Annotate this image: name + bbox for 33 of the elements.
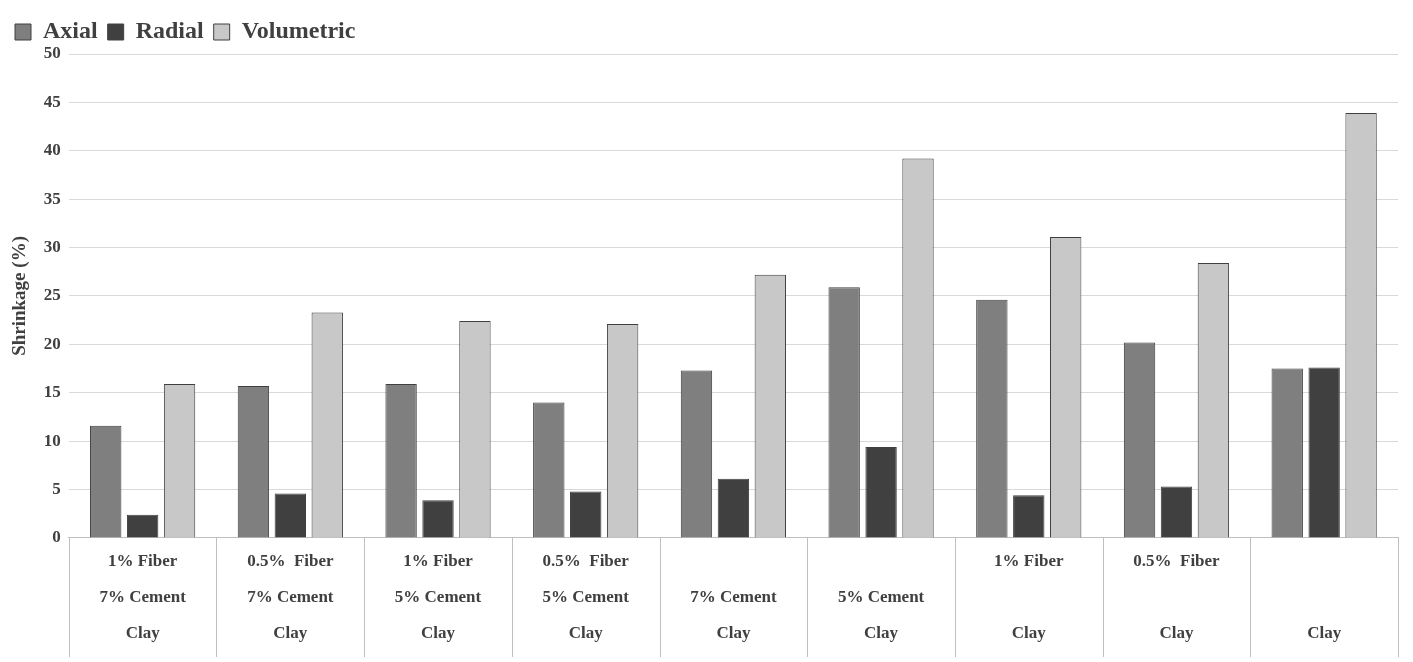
y-tick-label: 15: [43, 382, 61, 402]
x-tick-label: 0.5% Fiber 5% Cement Clay: [542, 551, 630, 642]
legend-label: Volumetric: [241, 17, 356, 44]
bar: [1308, 367, 1340, 538]
y-tick-label: 50: [43, 43, 61, 63]
y-tick-label: 10: [43, 430, 61, 450]
x-tick-label: Clay: [1307, 622, 1342, 642]
y-tick-label: 40: [43, 140, 61, 160]
y-tick-label: 35: [43, 188, 61, 208]
y-tick-label: 20: [43, 333, 61, 353]
legend-label: Radial: [135, 17, 205, 44]
y-tick-label: 25: [43, 285, 61, 305]
x-tick-label: 1% Fiber 5% Cement Clay: [394, 551, 482, 642]
bar: [126, 514, 159, 538]
y-tick-label: 30: [43, 236, 61, 256]
y-tick-label: 0: [52, 527, 61, 547]
x-tick-label: 1% Fiber 7% Cement Clay: [99, 551, 187, 642]
x-tick-label: 0.5% Fiber 7% Cement Clay: [247, 551, 334, 642]
legend-label: Axial: [43, 17, 98, 44]
bar: [865, 446, 897, 538]
bar: [274, 493, 307, 538]
y-axis-title: Shrinkage (%): [8, 236, 31, 356]
x-tick-label: 5% Cement Clay: [837, 586, 925, 642]
x-tick-label: 7% Cement Clay: [690, 586, 777, 642]
bar: [422, 500, 454, 538]
category-label: 0.5% Fiber Clay: [1133, 551, 1220, 642]
bar: [1013, 495, 1045, 538]
bar: [717, 478, 750, 538]
y-tick-label: 5: [52, 478, 61, 498]
bar: [1160, 486, 1193, 538]
y-tick-label: 45: [43, 91, 61, 111]
bar: [570, 491, 602, 538]
category-label: 1% Fiber Clay: [994, 551, 1064, 642]
